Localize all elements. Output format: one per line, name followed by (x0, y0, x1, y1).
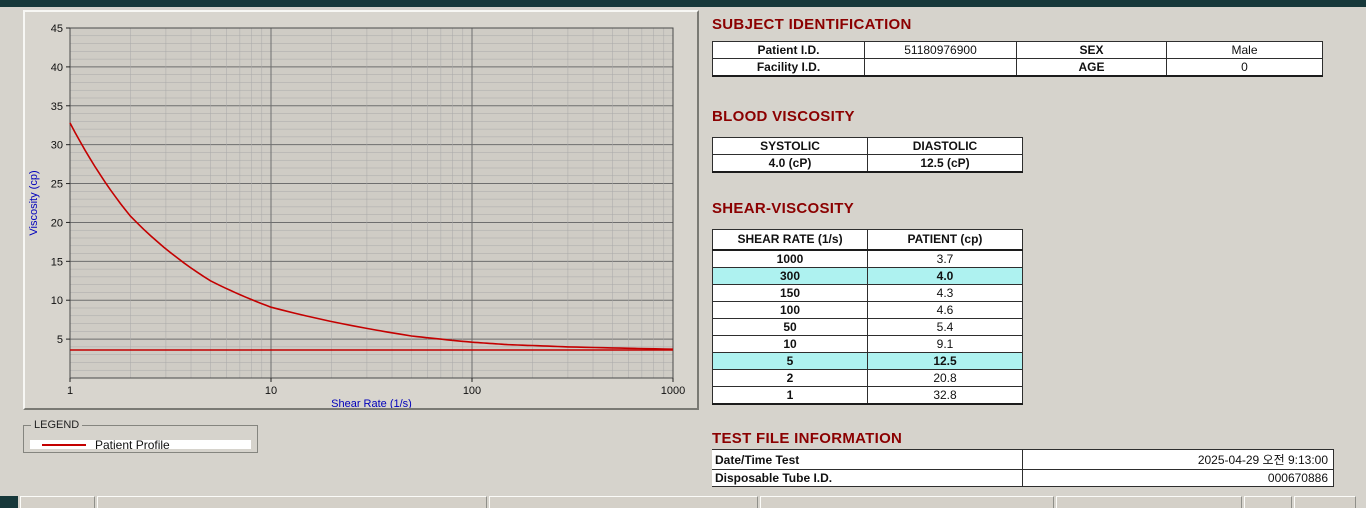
shear-rate-cell: 300 (712, 266, 868, 285)
patient-cp-cell: 9.1 (867, 334, 1023, 353)
window-top-edge (0, 0, 1366, 7)
facility-id-value (864, 58, 1017, 77)
svg-text:1000: 1000 (661, 385, 685, 397)
diastolic-value: 12.5 (cP) (867, 154, 1023, 173)
shear-row: 50 5.4 (712, 317, 1023, 336)
table-row: Facility I.D. AGE 0 (712, 58, 1323, 77)
shear-rate-cell: 2 (712, 368, 868, 387)
svg-text:20: 20 (51, 217, 63, 229)
patient-id-label: Patient I.D. (712, 41, 865, 59)
bottom-button-5[interactable] (1056, 496, 1242, 508)
shear-row: 300 4.0 (712, 266, 1023, 285)
disposable-tube-id-label: Disposable Tube I.D. (712, 469, 1023, 487)
shear-row: 5 12.5 (712, 351, 1023, 370)
table-row: Date/Time Test 2025-04-29 오전 9:13:00 (712, 449, 1334, 470)
age-value: 0 (1166, 58, 1323, 77)
legend-title: LEGEND (34, 419, 80, 431)
svg-text:30: 30 (51, 140, 63, 152)
legend-entry: Patient Profile (30, 437, 251, 452)
shear-rate-cell: 1 (712, 385, 868, 404)
bottom-button-1[interactable] (20, 496, 95, 508)
table-row: 4.0 (cP) 12.5 (cP) (712, 154, 1023, 173)
svg-text:10: 10 (265, 385, 277, 397)
bottom-button-4[interactable] (760, 496, 1054, 508)
svg-text:25: 25 (51, 179, 63, 191)
shear-row: 1 32.8 (712, 385, 1023, 404)
svg-text:1: 1 (67, 385, 73, 397)
svg-text:100: 100 (463, 385, 481, 397)
shear-row: 1000 3.7 (712, 249, 1023, 268)
patient-id-value: 51180976900 (864, 41, 1017, 59)
facility-id-label: Facility I.D. (712, 58, 865, 77)
table-header-row: SHEAR RATE (1/s) PATIENT (cp) (712, 229, 1023, 251)
patient-cp-cell: 20.8 (867, 368, 1023, 387)
window-corner (0, 496, 18, 508)
subject-identification-table: Patient I.D. 51180976900 SEX Male Facili… (712, 41, 1323, 77)
shear-rate-cell: 1000 (712, 249, 868, 268)
shear-viscosity-title: SHEAR-VISCOSITY (712, 200, 855, 217)
shear-row: 150 4.3 (712, 283, 1023, 302)
shear-row: 10 9.1 (712, 334, 1023, 353)
svg-text:45: 45 (51, 23, 63, 35)
test-file-information-table: Date/Time Test 2025-04-29 오전 9:13:00 Dis… (712, 449, 1334, 487)
shear-rate-header: SHEAR RATE (1/s) (712, 229, 868, 251)
table-row: Patient I.D. 51180976900 SEX Male (712, 41, 1323, 59)
sex-label: SEX (1016, 41, 1167, 59)
shear-rate-cell: 10 (712, 334, 868, 353)
shear-row: 100 4.6 (712, 300, 1023, 319)
shear-row: 2 20.8 (712, 368, 1023, 387)
svg-text:40: 40 (51, 62, 63, 74)
svg-text:Viscosity (cp): Viscosity (cp) (28, 170, 40, 235)
patient-cp-header: PATIENT (cp) (867, 229, 1023, 251)
blood-viscosity-table: SYSTOLIC DIASTOLIC 4.0 (cP) 12.5 (cP) (712, 137, 1023, 173)
svg-text:15: 15 (51, 256, 63, 268)
legend-series-label: Patient Profile (95, 437, 170, 452)
shear-viscosity-table: SHEAR RATE (1/s) PATIENT (cp) 1000 3.7 300… (712, 229, 1023, 405)
shear-rate-cell: 150 (712, 283, 868, 302)
bottom-button-2[interactable] (97, 496, 487, 508)
shear-rate-cell: 50 (712, 317, 868, 336)
legend-box: LEGEND Patient Profile (23, 419, 258, 453)
bottom-button-7[interactable] (1294, 496, 1356, 508)
blood-viscosity-title: BLOOD VISCOSITY (712, 108, 855, 125)
test-file-information-title: TEST FILE INFORMATION (712, 430, 903, 447)
svg-text:Shear Rate (1/s): Shear Rate (1/s) (331, 398, 412, 408)
systolic-header: SYSTOLIC (712, 137, 868, 155)
patient-cp-cell: 12.5 (867, 351, 1023, 370)
patient-profile-line-swatch (42, 443, 86, 446)
svg-text:35: 35 (51, 101, 63, 113)
systolic-value: 4.0 (cP) (712, 154, 868, 173)
date-time-test-value: 2025-04-29 오전 9:13:00 (1022, 449, 1334, 470)
viscosity-chart: 5 10 15 20 25 30 35 40 45 1 10 100 1000 Viscosity (cp… (28, 23, 685, 408)
patient-cp-cell: 4.3 (867, 283, 1023, 302)
patient-cp-cell: 5.4 (867, 317, 1023, 336)
patient-cp-cell: 4.6 (867, 300, 1023, 319)
patient-cp-cell: 3.7 (867, 249, 1023, 268)
subject-identification-title: SUBJECT IDENTIFICATION (712, 16, 912, 33)
date-time-test-label: Date/Time Test (712, 449, 1023, 470)
bottom-button-3[interactable] (489, 496, 758, 508)
table-row: SYSTOLIC DIASTOLIC (712, 137, 1023, 155)
shear-rate-cell: 5 (712, 351, 868, 370)
patient-cp-cell: 4.0 (867, 266, 1023, 285)
patient-cp-cell: 32.8 (867, 385, 1023, 404)
viscosity-chart-panel: 5 10 15 20 25 30 35 40 45 1 10 100 1000 Viscosity (cp… (23, 10, 699, 410)
shear-rate-cell: 100 (712, 300, 868, 319)
svg-text:5: 5 (57, 334, 63, 346)
sex-value: Male (1166, 41, 1323, 59)
disposable-tube-id-value: 000670886 (1022, 469, 1334, 487)
diastolic-header: DIASTOLIC (867, 137, 1023, 155)
table-row: Disposable Tube I.D. 000670886 (712, 469, 1334, 487)
age-label: AGE (1016, 58, 1167, 77)
svg-text:10: 10 (51, 295, 63, 307)
bottom-button-6[interactable] (1244, 496, 1292, 508)
